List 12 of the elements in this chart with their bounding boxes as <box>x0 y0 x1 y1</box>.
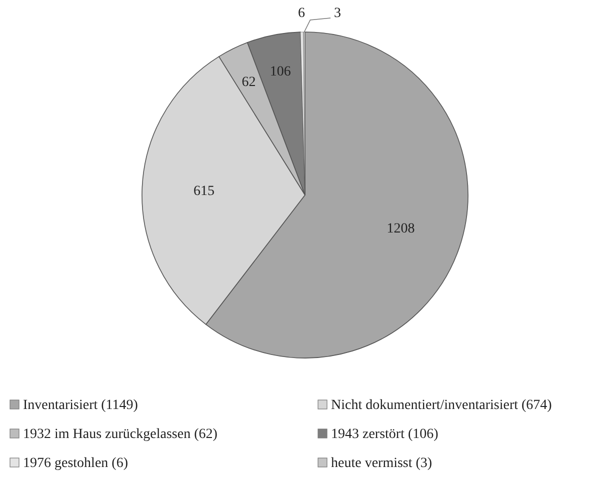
data-label: 62 <box>242 75 256 90</box>
legend-label: Nicht dokumentiert/inventarisiert (674) <box>331 398 552 413</box>
legend-label: Inventarisiert (1149) <box>23 398 138 413</box>
legend-label: 1943 zerstört (106) <box>331 427 439 442</box>
data-label: 615 <box>194 184 215 200</box>
legend-label: heute vermisst (3) <box>331 456 432 471</box>
data-label: 106 <box>270 64 291 80</box>
data-label: 1208 <box>386 221 415 236</box>
legend-label: 1976 gestohlen (6) <box>23 456 128 471</box>
data-label: 6 <box>298 6 306 22</box>
data-label: 3 <box>334 6 342 21</box>
legend-label: 1932 im Haus zurückgelassen (62) <box>23 427 218 442</box>
